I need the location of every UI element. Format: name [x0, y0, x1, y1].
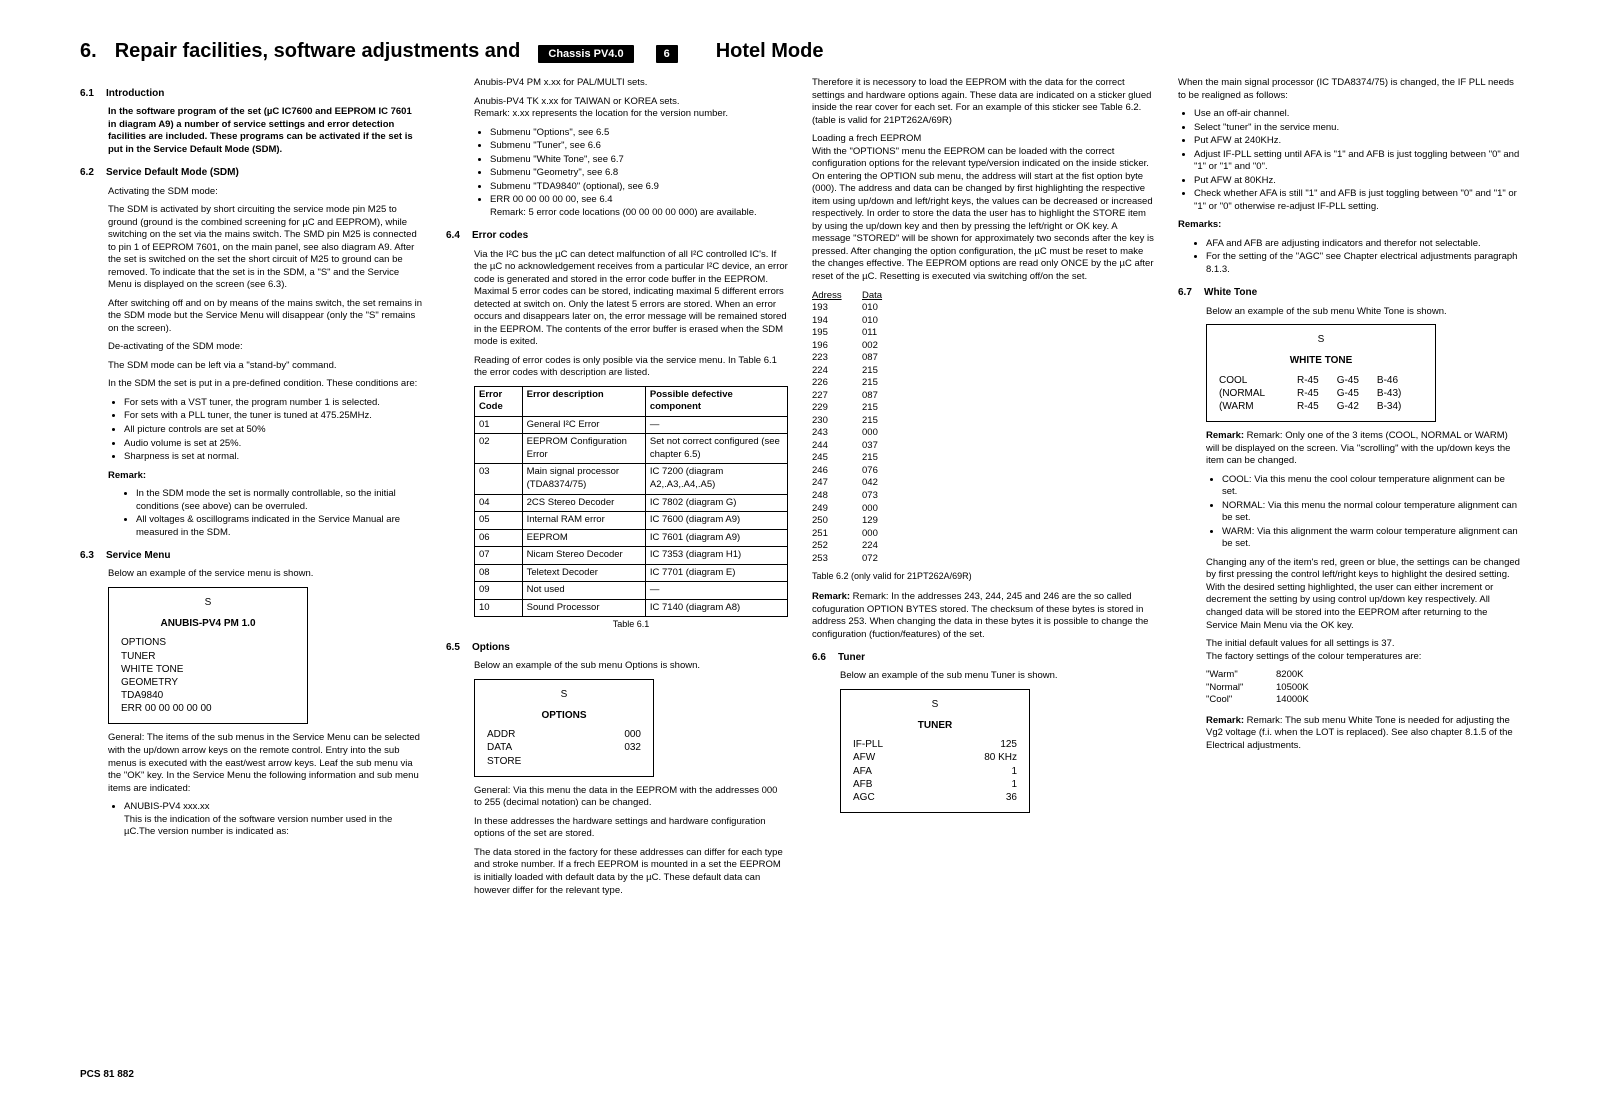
subhead-6-2: 6.2Service Default Mode (SDM) [80, 166, 422, 179]
subhead-6-7: 6.7White Tone [1178, 286, 1520, 299]
intro-text: In the software program of the set (µC I… [80, 106, 422, 156]
temp-table: "Warm"8200K "Normal"10500K "Cool"14000K [1206, 669, 1520, 707]
realign-list: Use an off-air channel.Select "tuner" in… [1178, 108, 1520, 213]
error-codes-p1: Via the I²C bus the µC can detect malfun… [474, 249, 788, 349]
anubis-tk: Anubis-PV4 TK x.xx for TAIWAN or KOREA s… [474, 96, 788, 109]
eeprom-load-intro: Therefore it is necessory to load the EE… [812, 77, 1154, 127]
loading-frech-text: With the "OPTIONS" menu the EEPROM can b… [812, 146, 1154, 284]
white-tone-factory: The factory settings of the colour tempe… [1206, 651, 1520, 664]
address-remark: Remark: Remark: In the addresses 243, 24… [812, 591, 1154, 641]
sdm-activate-text: The SDM is activated by short circuiting… [108, 204, 422, 292]
options-hw: In these addresses the hardware settings… [474, 816, 788, 841]
sdm-remarks-list: In the SDM mode the set is normally cont… [108, 488, 422, 539]
service-menu-general: General: The items of the sub menus in t… [108, 732, 422, 795]
white-tone-remark: Remark: Remark: Only one of the 3 items … [1206, 430, 1520, 468]
subhead-6-6: 6.6Tuner [812, 651, 1154, 664]
column-2: Anubis-PV4 PM x.xx for PAL/MULTI sets. A… [446, 77, 788, 903]
sdm-after-switch: After switching off and on by means of t… [108, 298, 422, 336]
tuner-intro: Below an example of the sub menu Tuner i… [840, 670, 1154, 683]
subhead-6-1: 6.1Introduction [80, 87, 422, 100]
sdm-activate-label: Activating the SDM mode: [108, 186, 422, 199]
options-intro: Below an example of the sub menu Options… [474, 660, 788, 673]
page-footer: PCS 81 882 [80, 1069, 134, 1080]
chassis-page-badge: 6 [656, 45, 678, 63]
tuner-box: S TUNER IF-PLL125 AFW80 KHz AFA1 AFB1 AG… [840, 689, 1030, 813]
page-header: 6. Repair facilities, software adjustmen… [80, 40, 1520, 63]
white-tone-list: COOL: Via this menu the cool colour temp… [1206, 474, 1520, 551]
sdm-deactivate-text: The SDM mode can be left via a "stand-by… [108, 360, 422, 373]
column-1: 6.1Introduction In the software program … [80, 77, 422, 903]
table-6-2-caption: Table 6.2 (only valid for 21PT262A/69R) [812, 571, 1154, 583]
subhead-6-3: 6.3Service Menu [80, 549, 422, 562]
white-tone-intro: Below an example of the sub menu White T… [1206, 306, 1520, 319]
service-menu-intro: Below an example of the service menu is … [108, 568, 422, 581]
remarks-list: AFA and AFB are adjusting indicators and… [1178, 238, 1520, 277]
section-title-1: Repair facilities, software adjustments … [115, 40, 521, 63]
error-codes-p2: Reading of error codes is only posible v… [474, 355, 788, 380]
table-6-1-caption: Table 6.1 [474, 619, 788, 631]
section-title-2: Hotel Mode [716, 40, 824, 63]
address-data-table: AdressData 193010 194010 195011 196002 2… [812, 290, 942, 566]
white-tone-default: The initial default values for all setti… [1206, 638, 1520, 651]
service-menu-box: S ANUBIS-PV4 PM 1.0 OPTIONSTUNERWHITE TO… [108, 587, 308, 725]
realign-intro: When the main signal processor (IC TDA83… [1178, 77, 1520, 102]
column-3: Therefore it is necessory to load the EE… [812, 77, 1154, 903]
subhead-6-5: 6.5Options [446, 641, 788, 654]
subhead-6-4: 6.4Error codes [446, 229, 788, 242]
white-tone-vg2: Remark: Remark: The sub menu White Tone … [1206, 715, 1520, 753]
submenu-list: Submenu "Options", see 6.5Submenu "Tuner… [474, 127, 788, 220]
column-4: When the main signal processor (IC TDA83… [1178, 77, 1520, 903]
chassis-badge: Chassis PV4.0 [538, 45, 633, 63]
options-box: S OPTIONS ADDR000 DATA032 STORE [474, 679, 654, 777]
sdm-deactivate-label: De-activating of the SDM mode: [108, 341, 422, 354]
sdm-conditions-intro: In the SDM the set is put in a pre-defin… [108, 378, 422, 391]
remark-label: Remark: [108, 470, 422, 483]
options-general: General: Via this menu the data in the E… [474, 785, 788, 810]
loading-frech-header: Loading a frech EEPROM [812, 133, 1154, 146]
section-number: 6. [80, 40, 97, 63]
service-menu-item-list: ANUBIS-PV4 xxx.xxThis is the indication … [108, 801, 422, 839]
sdm-conditions-list: For sets with a VST tuner, the program n… [108, 397, 422, 464]
remarks-label: Remarks: [1178, 219, 1520, 232]
options-factory: The data stored in the factory for these… [474, 847, 788, 897]
anubis-pm: Anubis-PV4 PM x.xx for PAL/MULTI sets. [474, 77, 788, 90]
white-tone-box: S WHITE TONE COOLR-45G-45B-46 (NORMALR-4… [1206, 324, 1436, 422]
error-code-table: Error CodeError descriptionPossible defe… [474, 386, 788, 617]
anubis-remark: Remark: x.xx represents the location for… [474, 108, 788, 121]
white-tone-change: Changing any of the item's red, green or… [1206, 557, 1520, 632]
